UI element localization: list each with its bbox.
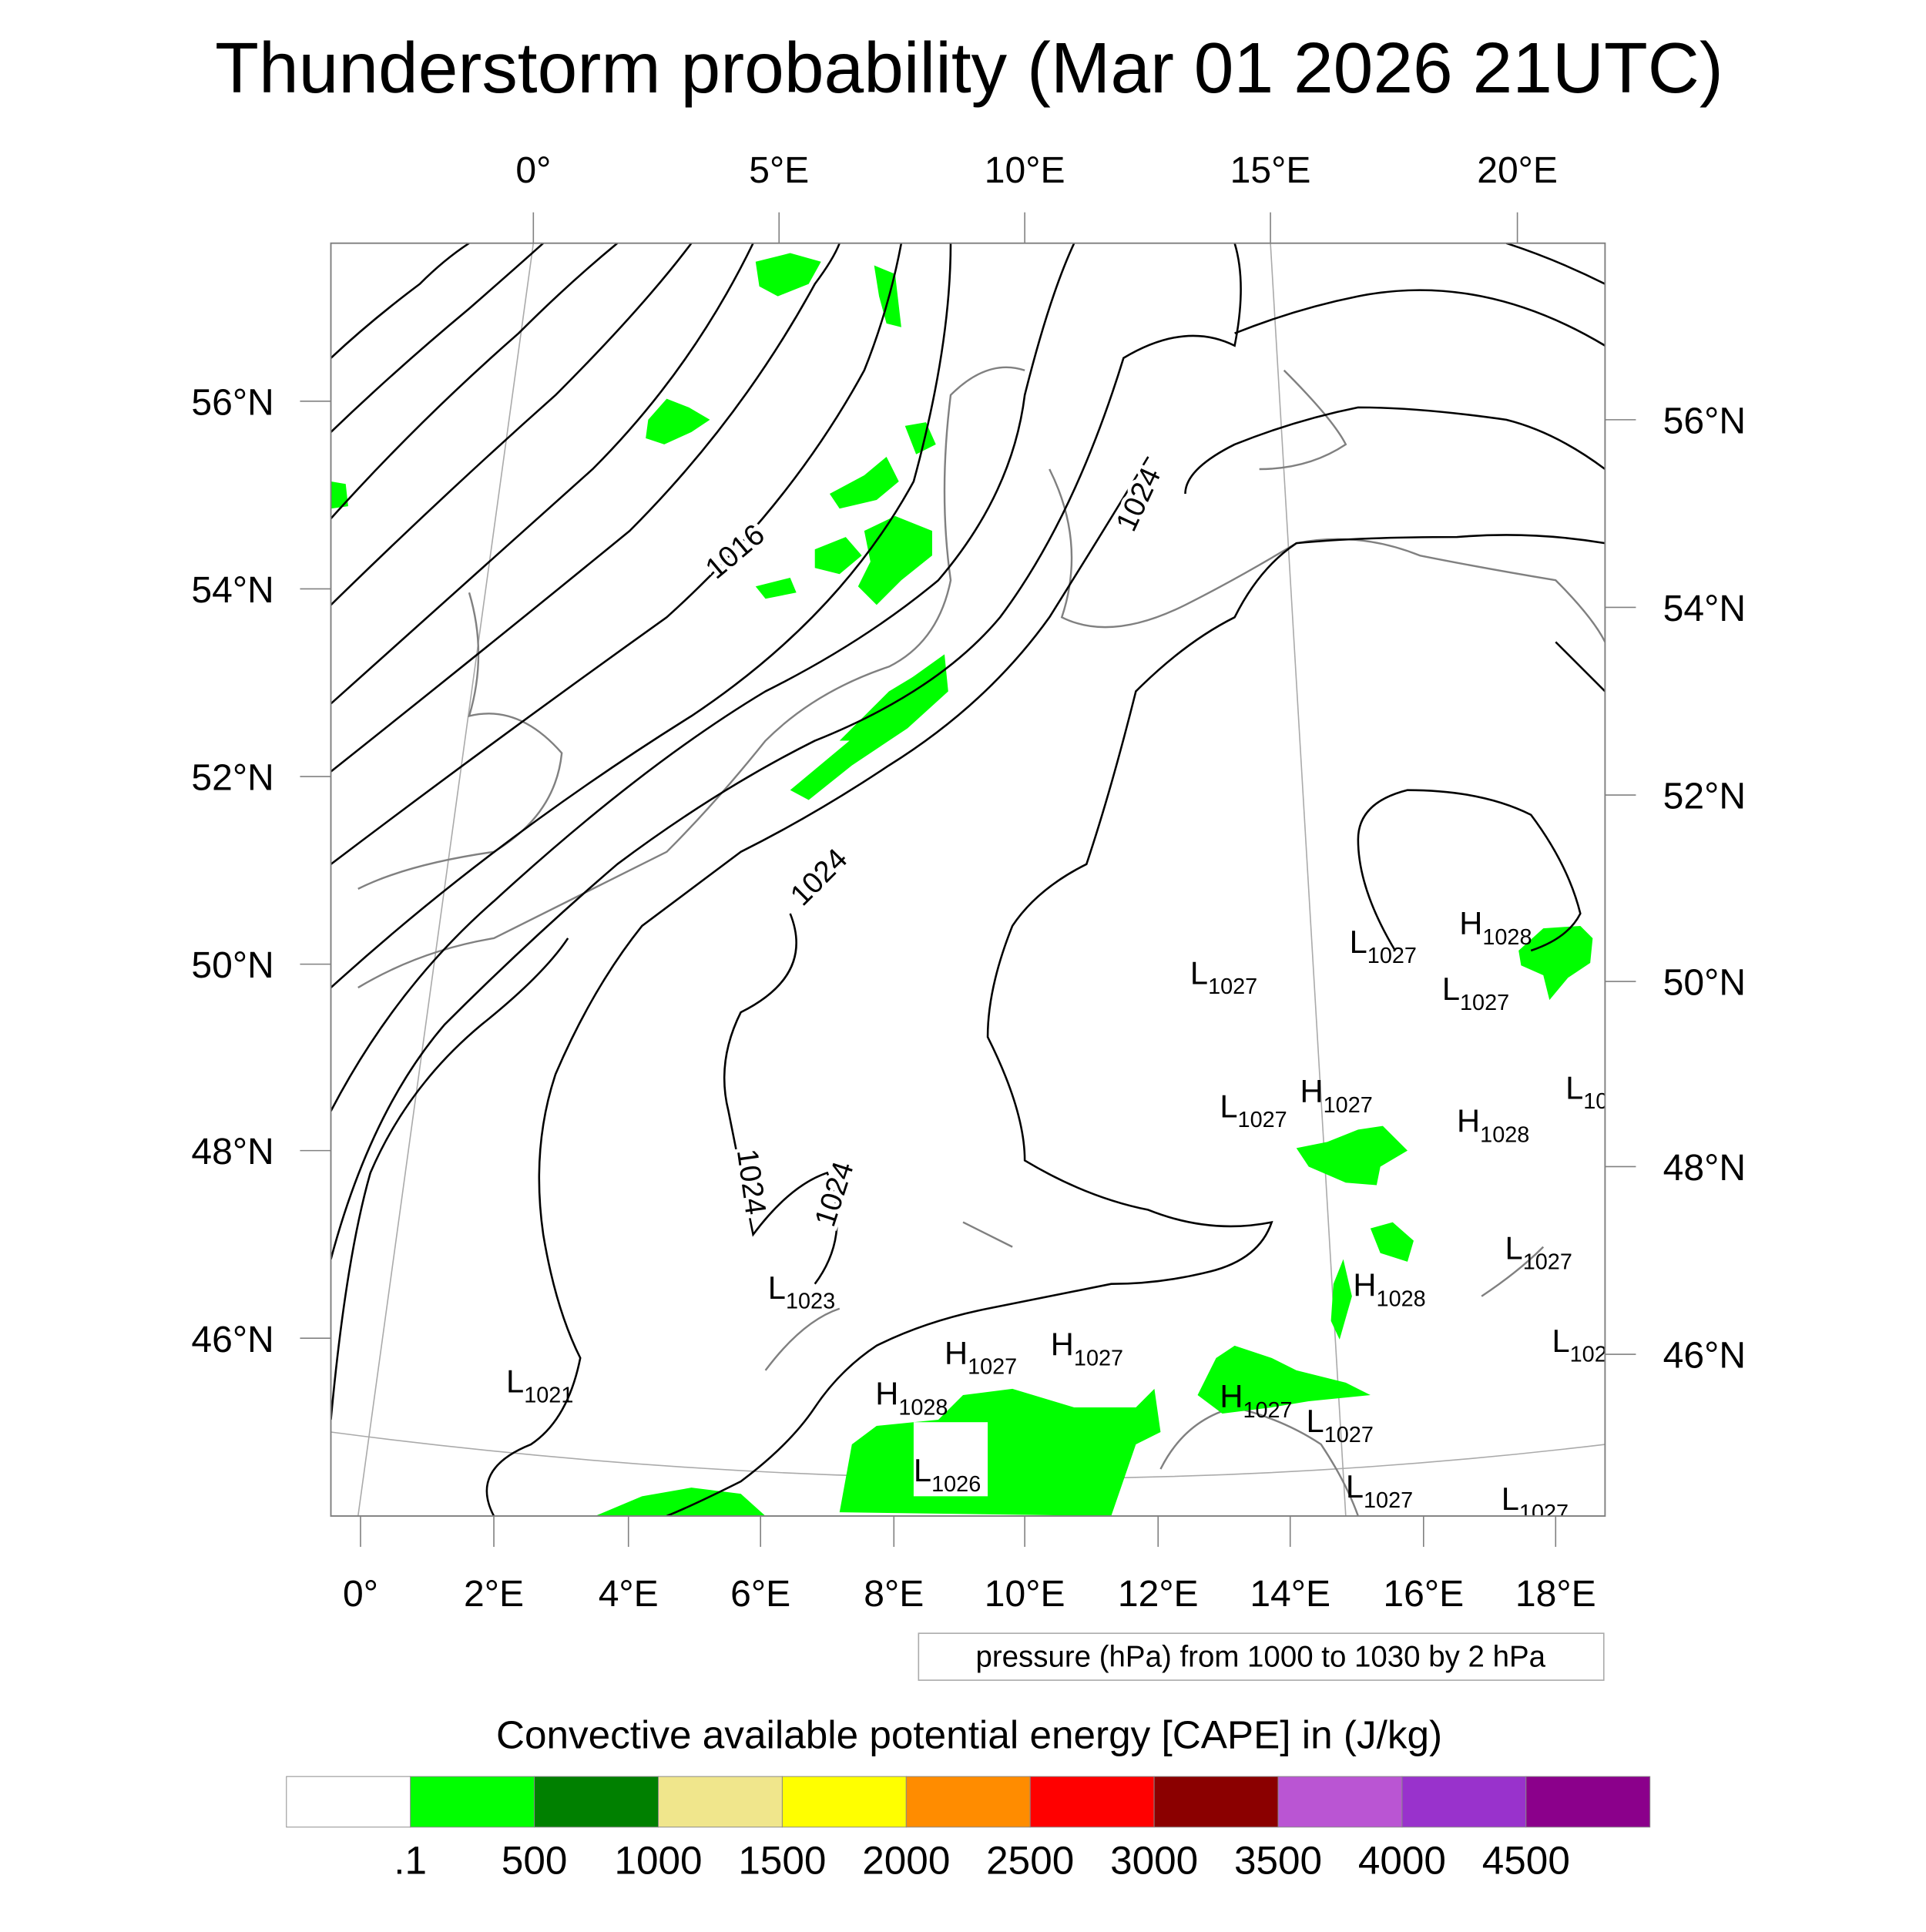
top-lon-tick-label: 20°E [1477, 149, 1558, 191]
low-pressure-label: L102 [1552, 1323, 1606, 1367]
bottom-lon-tick-label: 12°E [1118, 1573, 1199, 1615]
bottom-lon-tick-label: 0° [343, 1573, 378, 1615]
bottom-lon-tick-label: 6°E [730, 1573, 790, 1615]
colorbar-label: 2000 [862, 1839, 950, 1883]
colorbar-swatch [781, 1776, 907, 1828]
colorbar-label: 500 [502, 1839, 568, 1883]
left-lat-tick-label: 56°N [191, 381, 273, 423]
colorbar-label: 4000 [1358, 1839, 1446, 1883]
colorbar-swatch [1029, 1776, 1155, 1828]
low-pressure-label: L1027 [1442, 971, 1509, 1015]
right-lat-tick-label: 46°N [1663, 1335, 1746, 1377]
contour-labels: 1016 1024 1024 1024 1024 [696, 459, 1171, 1235]
right-lat-tick-label: 50°N [1663, 962, 1746, 1004]
chart-title: Thunderstorm probability (Mar 01 2026 21… [215, 28, 1723, 108]
colorbar-label: 1500 [738, 1839, 826, 1883]
low-pressure-label: L1027 [1220, 1088, 1287, 1132]
right-lat-tick-label: 54°N [1663, 588, 1746, 629]
colorbar-label: .1 [394, 1839, 427, 1883]
axis-ticks: 0° 5°E 10°E 15°E 20°E 0° 2°E 4°E 6°E 8°E 10°E 12°E 1… [191, 149, 1746, 1615]
left-lat-tick-label: 52°N [191, 757, 273, 799]
bottom-lon-tick-label: 18°E [1515, 1573, 1596, 1615]
high-pressure-label: H1027 [1051, 1327, 1123, 1371]
map-frame [330, 242, 1606, 1517]
bottom-lon-tick-label: 8°E [864, 1573, 924, 1615]
high-pressure-label: H1028 [875, 1376, 948, 1420]
right-lat-tick-label: 52°N [1663, 776, 1746, 817]
colorbar-swatch [1153, 1776, 1279, 1828]
high-pressure-label: H1027 [945, 1335, 1017, 1380]
contour-label: 1024 [1109, 462, 1167, 536]
contour-label: 1024 [808, 1158, 860, 1231]
right-lat-tick-label: 56°N [1663, 401, 1746, 442]
high-pressure-label: H1027 [1300, 1073, 1373, 1118]
bottom-lon-tick-label: 4°E [599, 1573, 659, 1615]
top-lon-tick-label: 5°E [749, 149, 809, 191]
bottom-lon-tick-label: 2°E [464, 1573, 524, 1615]
right-lat-tick-label: 48°N [1663, 1147, 1746, 1189]
coastlines [357, 366, 1606, 1516]
contour-legend-text: pressure (hPa) from 1000 to 1030 by 2 hP… [975, 1641, 1545, 1674]
bottom-lon-tick-label: 16°E [1383, 1573, 1464, 1615]
top-lon-tick-label: 10°E [985, 149, 1065, 191]
contour-label: 1024 [730, 1147, 772, 1217]
contour-legend-box: pressure (hPa) from 1000 to 1030 by 2 hP… [918, 1632, 1605, 1681]
colorbar-title: Convective available potential energy [C… [496, 1712, 1442, 1756]
left-lat-tick-label: 54°N [191, 569, 273, 611]
colorbar-swatch [1401, 1776, 1527, 1828]
high-pressure-label: H1028 [1457, 1103, 1529, 1148]
low-pressure-label: L1027 [1502, 1481, 1569, 1525]
top-lon-tick-label: 15°E [1230, 149, 1311, 191]
low-pressure-label: L1027 [1346, 1468, 1413, 1513]
bottom-lon-tick-label: 10°E [985, 1573, 1065, 1615]
high-pressure-label: H1027 [1220, 1378, 1292, 1423]
low-pressure-label: L1027 [1307, 1403, 1374, 1447]
high-pressure-label: H1028 [1353, 1267, 1425, 1312]
map-area: 1016 1024 1024 1024 1024 L1021 L1023 H1028… [330, 242, 1608, 1525]
contour-label: 1024 [784, 842, 854, 912]
colorbar-swatch [410, 1776, 535, 1828]
colorbar-swatch [286, 1776, 411, 1828]
colorbar-label: 3000 [1110, 1839, 1198, 1883]
bottom-lon-tick-label: 14°E [1250, 1573, 1330, 1615]
colorbar-swatch [658, 1776, 783, 1828]
colorbar-swatch [905, 1776, 1031, 1828]
colorbar-label: 2500 [986, 1839, 1074, 1883]
high-pressure-label: H1028 [1459, 905, 1532, 950]
colorbar-label: 3500 [1234, 1839, 1322, 1883]
colorbar-swatch [1277, 1776, 1403, 1828]
low-pressure-label: L1027 [1190, 954, 1257, 999]
left-lat-tick-label: 46°N [191, 1319, 273, 1360]
low-pressure-label: L1027 [1505, 1230, 1572, 1275]
low-pressure-label: L1027 [1350, 924, 1417, 968]
low-pressure-label: L1021 [506, 1363, 573, 1408]
colorbar-label: 4500 [1482, 1839, 1570, 1883]
low-pressure-label: L1026 [914, 1452, 981, 1497]
left-lat-tick-label: 48°N [191, 1131, 273, 1172]
low-pressure-label: L1023 [768, 1270, 835, 1314]
cape-areas [331, 253, 1593, 1516]
low-pressure-label: L10 [1565, 1069, 1608, 1114]
colorbar: .1 500 1000 1500 2000 2500 3000 3500 4000 4500 [286, 1776, 1651, 1883]
graticule [331, 243, 1606, 1516]
left-lat-tick-label: 50°N [191, 944, 273, 986]
colorbar-swatch [534, 1776, 659, 1828]
isobars [331, 243, 1606, 1516]
colorbar-label: 1000 [614, 1839, 702, 1883]
top-lon-tick-label: 0° [515, 149, 551, 191]
colorbar-swatch [1525, 1776, 1651, 1828]
